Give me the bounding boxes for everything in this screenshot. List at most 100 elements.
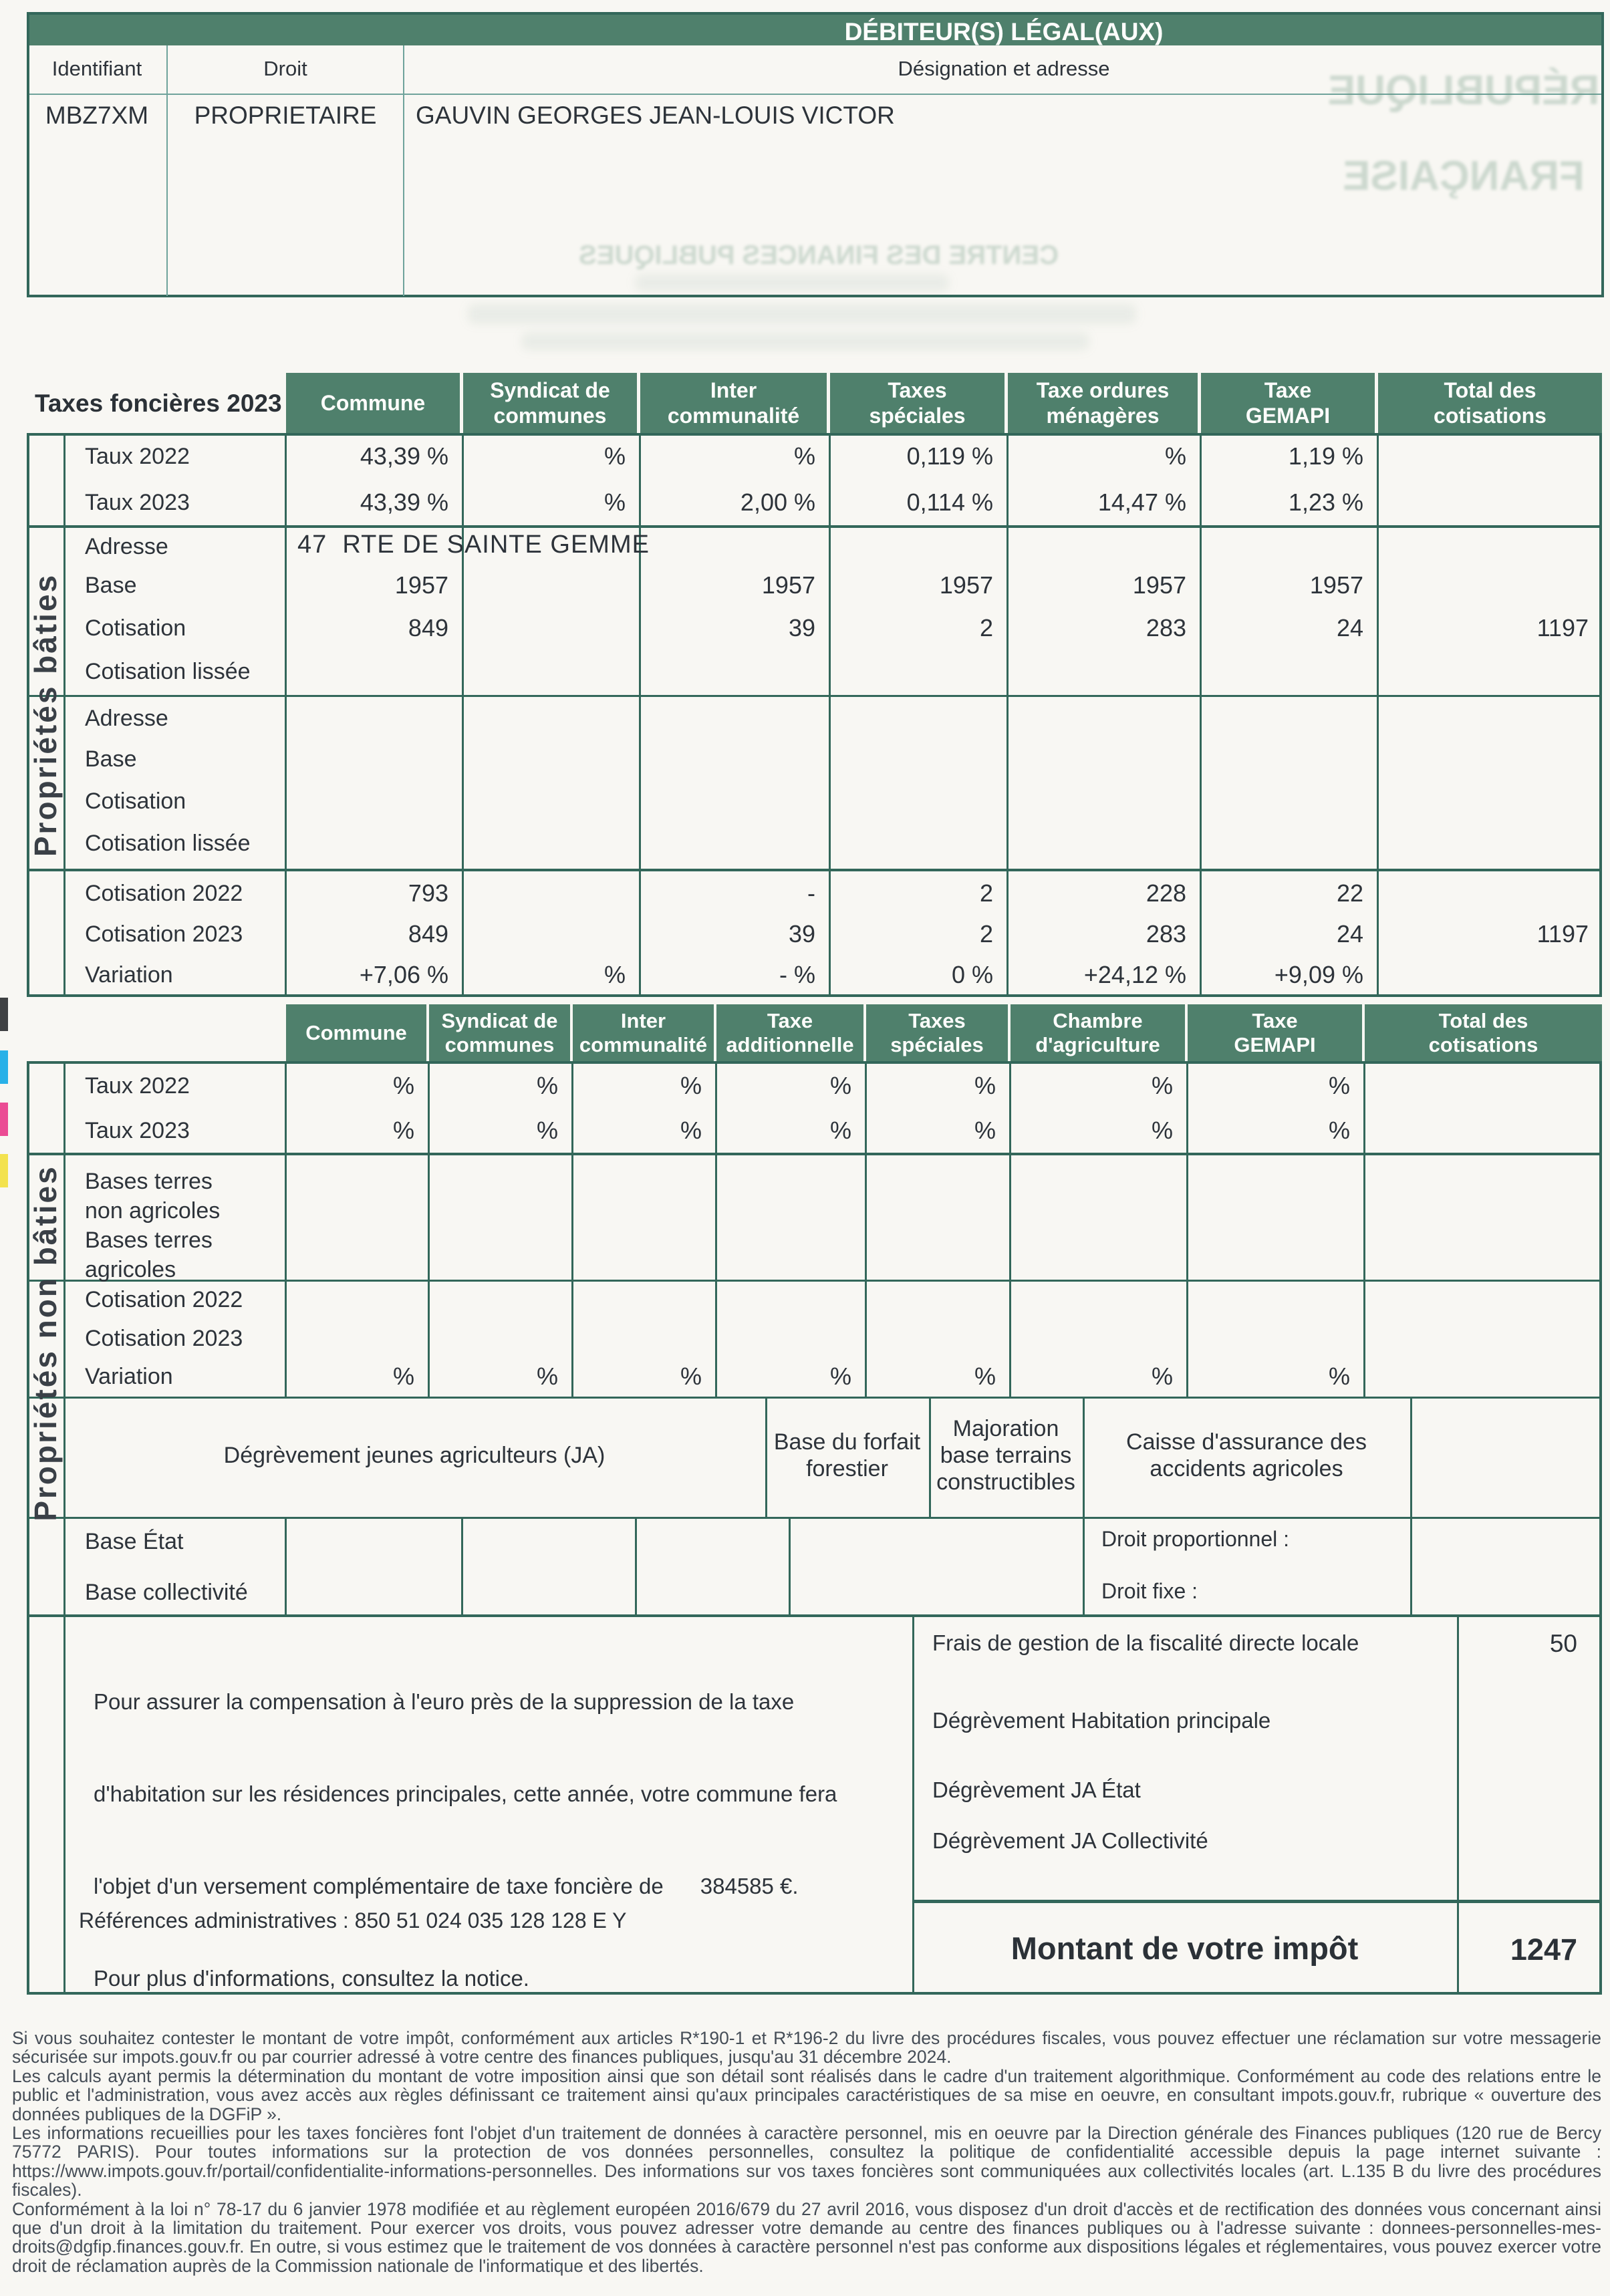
references-administratives: Références administratives : 850 51 024 … [79, 1908, 627, 1932]
cell-value: 1957 [1309, 571, 1363, 599]
cell-value: 1,19 % [1288, 442, 1363, 470]
cell-value: 1197 [1536, 920, 1589, 948]
property-address: 47 RTE DE SAINTE GEMME [297, 531, 650, 559]
frais-gestion-value: 50 [1549, 1630, 1577, 1657]
row-label: Cotisation [85, 615, 186, 641]
cell-value: % [603, 961, 626, 988]
debiteur-title: DÉBITEUR(S) LÉGAL(AUX) [844, 18, 1164, 45]
header-commune: Commune [286, 373, 460, 433]
cell-value: 0 % [951, 961, 993, 988]
bleed-smudge [635, 274, 949, 291]
droit-fixe-label: Droit fixe : [1101, 1579, 1198, 1603]
cell-value: 2 [979, 614, 993, 641]
cell-value: % [829, 1117, 851, 1144]
cell-value: 43,39 % [360, 488, 448, 516]
registration-mark-magenta [0, 1103, 8, 1136]
cell-value: % [680, 1117, 702, 1144]
header2-chambre-agriculture: Chambre d'agriculture [1011, 1004, 1185, 1061]
cell-value: % [536, 1362, 558, 1390]
header2-total-cotisations: Total des cotisations [1365, 1004, 1602, 1061]
bleed-centre-finances: CENTRE DES FINANCES PUBLIQUES [579, 241, 1059, 270]
cell-value: % [392, 1072, 414, 1099]
header-ordures-menageres: Taxe ordures ménagères [1008, 373, 1198, 433]
cell-value: 39 [788, 614, 815, 641]
header2-intercommunalite: Inter communalité [573, 1004, 714, 1061]
header-total-cotisations: Total des cotisations [1378, 373, 1602, 433]
cell-value: 793 [408, 879, 448, 907]
bleed-republique: RÉPUBLIQUE [1327, 67, 1600, 114]
debiteur-header-bar [29, 15, 1601, 45]
header2-commune: Commune [286, 1004, 426, 1061]
cell-value: +24,12 % [1083, 961, 1186, 988]
cell-value: % [603, 442, 626, 470]
row-label: Bases terres agricoles [85, 1228, 213, 1282]
registration-mark-yellow [0, 1154, 8, 1187]
taxes-foncieres-caption: Taxes foncières 2023 [35, 390, 282, 417]
cell-value: 24 [1336, 920, 1363, 948]
cell-value: 228 [1146, 879, 1186, 907]
cell-value: % [1328, 1117, 1350, 1144]
caisse-assurance-cell: Caisse d'assurance des accidents agricol… [1126, 1429, 1367, 1481]
cell-value: % [974, 1362, 996, 1390]
row-label: Taux 2023 [85, 1118, 190, 1143]
cell-value: 1197 [1536, 614, 1589, 641]
row-label: Base [85, 746, 137, 772]
col-header-identifiant: Identifiant [51, 57, 142, 80]
degrevement-habitation-label: Dégrèvement Habitation principale [932, 1708, 1271, 1733]
cell-value: 2 [979, 879, 993, 907]
row-label: Variation [85, 1364, 173, 1389]
row-label: Cotisation [85, 788, 186, 814]
cell-value: 849 [408, 920, 448, 948]
montant-impot-value: 1247 [1510, 1932, 1577, 1967]
baties-table [27, 433, 1602, 997]
header-syndicat: Syndicat de communes [463, 373, 637, 433]
non-baties-table [27, 1061, 1602, 1617]
degrevement-ja-etat-label: Dégrèvement JA État [932, 1777, 1141, 1802]
cell-value: 1957 [1132, 571, 1186, 599]
cell-value: 283 [1146, 614, 1186, 641]
recap-table [27, 1617, 1602, 1995]
cell-value: 43,39 % [360, 442, 448, 470]
cell-value: % [974, 1117, 996, 1144]
row-label: Variation [85, 962, 173, 988]
cell-value: 14,47 % [1097, 488, 1186, 516]
cell-value: 24 [1336, 614, 1363, 641]
legal-footer: Si vous souhaitez contester le montant d… [12, 2029, 1601, 2275]
cell-value: % [829, 1072, 851, 1099]
cell-value: % [1151, 1072, 1173, 1099]
row-label: Adresse [85, 534, 168, 559]
cell-value: - % [779, 961, 815, 988]
row-label: Cotisation lissée [85, 831, 251, 856]
majoration-cell: Majoration base terrains constructibles [936, 1416, 1075, 1495]
cell-value: 1957 [939, 571, 993, 599]
header2-taxe-additionnelle: Taxe additionnelle [716, 1004, 863, 1061]
cell-value: 39 [788, 920, 815, 948]
header-gemapi: Taxe GEMAPI [1201, 373, 1375, 433]
frais-gestion-label: Frais de gestion de la fiscalité directe… [932, 1630, 1359, 1655]
header-taxes-speciales: Taxes spéciales [830, 373, 1004, 433]
cell-value: 849 [408, 614, 448, 641]
cell-value: 2,00 % [740, 488, 815, 516]
cell-value: 283 [1146, 920, 1186, 948]
cell-value: % [1328, 1072, 1350, 1099]
cell-value: 22 [1336, 879, 1363, 907]
cell-value: % [536, 1072, 558, 1099]
cell-value: 1,23 % [1288, 488, 1363, 516]
cell-value: % [680, 1072, 702, 1099]
cell-value: % [1328, 1362, 1350, 1390]
droit-proportionnel-label: Droit proportionnel : [1101, 1527, 1290, 1551]
row-label: Base [85, 573, 137, 598]
cell-value: % [1151, 1117, 1173, 1144]
registration-mark-black [0, 998, 8, 1031]
col-header-droit: Droit [263, 57, 307, 80]
baties-side-label: Propriétés bâties [28, 573, 63, 857]
row-label: Bases terres non agricoles [85, 1169, 221, 1224]
cell-value: % [680, 1362, 702, 1390]
montant-impot-label: Montant de votre impôt [1011, 1930, 1359, 1966]
cell-value: +9,09 % [1274, 961, 1363, 988]
row-label: Cotisation 2022 [85, 881, 243, 906]
row-label: Taux 2022 [85, 444, 190, 469]
header2-syndicat: Syndicat de communes [429, 1004, 570, 1061]
cell-value: - [807, 879, 815, 907]
